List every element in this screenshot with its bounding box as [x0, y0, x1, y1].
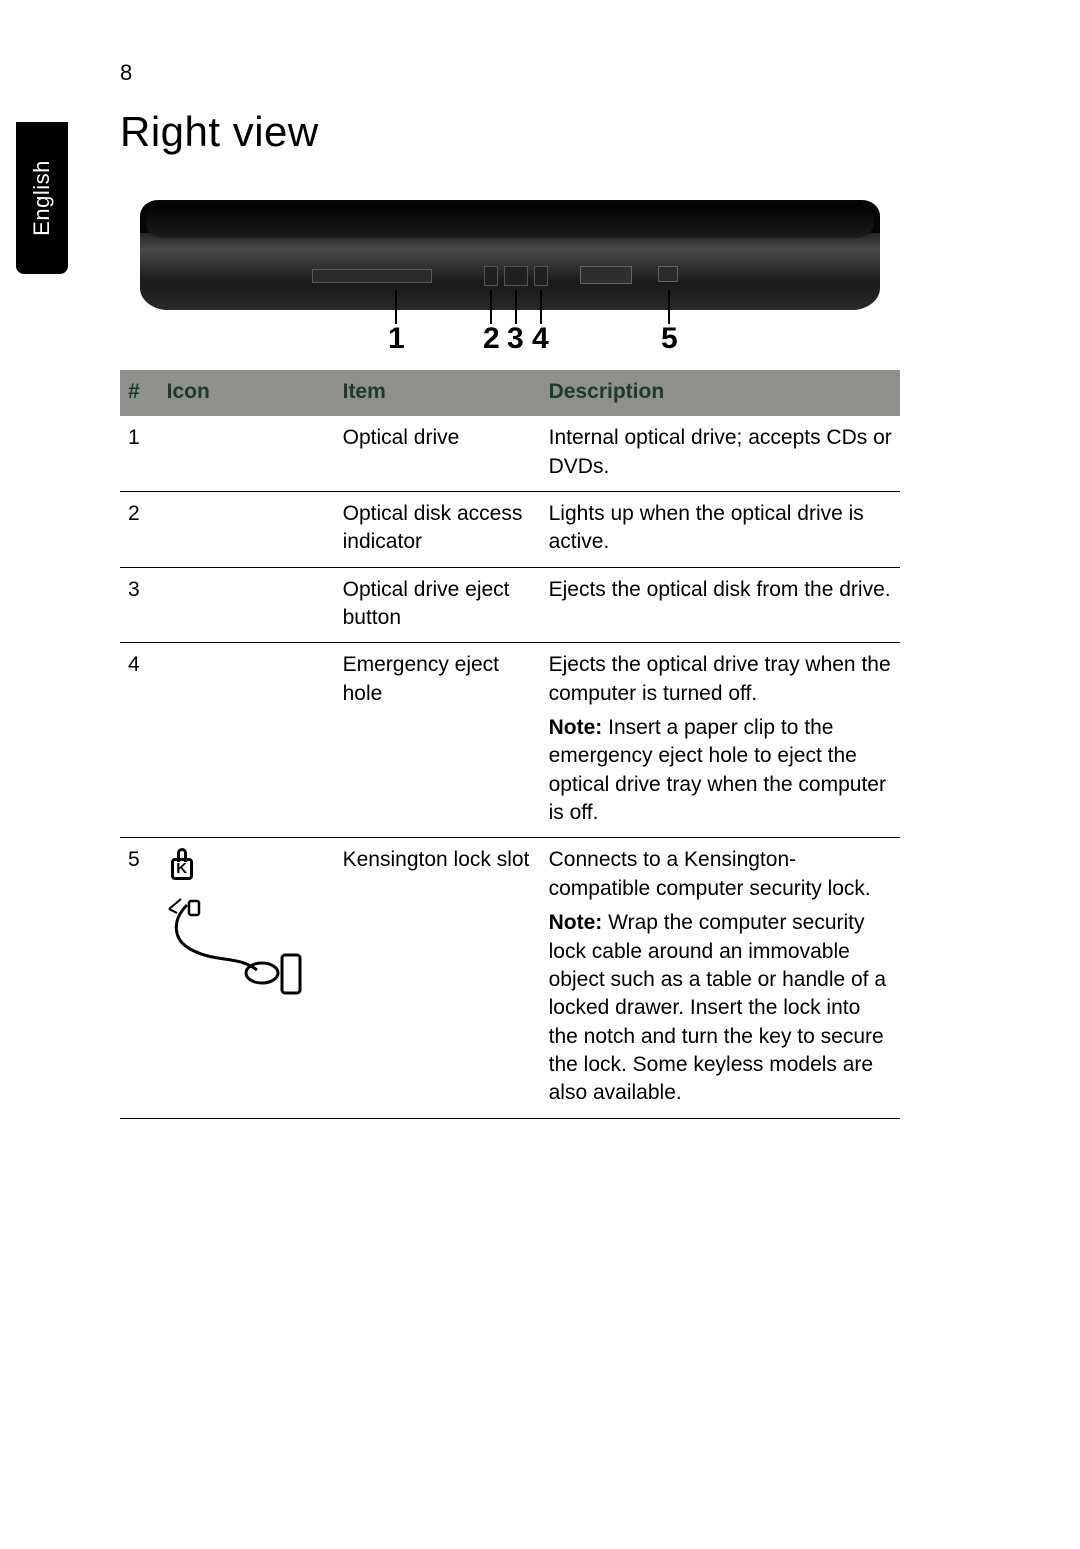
kensington-slot-icon	[658, 266, 678, 282]
row-desc-text: Ejects the optical drive tray when the c…	[549, 653, 891, 704]
row-icon	[159, 416, 335, 491]
callout-line	[395, 290, 397, 324]
note-text: Wrap the computer security lock cable ar…	[549, 911, 886, 1104]
row-desc: Ejects the optical drive tray when the c…	[541, 643, 900, 838]
indicator-icon	[484, 266, 498, 286]
table-row: 5 K Kensington lock slot Connects	[120, 838, 900, 1118]
row-item: Optical disk access indicator	[335, 492, 541, 568]
note-label: Note:	[549, 911, 603, 934]
row-desc-text: Connects to a Kensington-compatible comp…	[549, 848, 871, 899]
eject-hole-icon	[534, 266, 548, 286]
callout-number: 1	[388, 322, 405, 356]
row-icon: K	[159, 838, 335, 1118]
row-num: 1	[120, 416, 159, 491]
optical-drive-icon	[312, 269, 432, 283]
row-item: Kensington lock slot	[335, 838, 541, 1118]
table-row: 4 Emergency eject hole Ejects the optica…	[120, 643, 900, 838]
col-header-item: Item	[335, 370, 541, 416]
callout-line	[490, 290, 492, 324]
lock-cable-diagram-icon	[167, 895, 327, 1005]
language-tab: English	[16, 122, 68, 274]
col-header-desc: Description	[541, 370, 900, 416]
section-heading: Right view	[120, 108, 319, 156]
laptop-side-illustration	[140, 200, 880, 310]
table-header-row: # Icon Item Description	[120, 370, 900, 416]
row-icon	[159, 567, 335, 643]
row-icon	[159, 643, 335, 838]
callout-number: 2	[483, 322, 500, 356]
row-desc: Ejects the optical disk from the drive.	[541, 567, 900, 643]
laptop-lid	[146, 204, 874, 238]
row-num: 4	[120, 643, 159, 838]
table-row: 3 Optical drive eject button Ejects the …	[120, 567, 900, 643]
row-num: 3	[120, 567, 159, 643]
row-item: Optical drive	[335, 416, 541, 491]
row-item: Emergency eject hole	[335, 643, 541, 838]
kensington-lock-icon: K	[167, 846, 197, 880]
row-note: Note: Insert a paper clip to the emergen…	[549, 714, 892, 827]
table-row: 1 Optical drive Internal optical drive; …	[120, 416, 900, 491]
manual-page: English 8 Right view 1 2 3 4 5 # Icon It	[0, 0, 1080, 1549]
col-header-num: #	[120, 370, 159, 416]
callout-number: 4	[532, 322, 549, 356]
row-desc: Lights up when the optical drive is acti…	[541, 492, 900, 568]
components-table: # Icon Item Description 1 Optical drive …	[120, 370, 900, 1119]
row-icon	[159, 492, 335, 568]
callout-number: 5	[661, 322, 678, 356]
language-label: English	[29, 160, 55, 236]
callout-number: 3	[507, 322, 524, 356]
page-number: 8	[120, 60, 132, 86]
row-note: Note: Wrap the computer security lock ca…	[549, 909, 892, 1107]
row-desc: Internal optical drive; accepts CDs or D…	[541, 416, 900, 491]
row-desc: Connects to a Kensington-compatible comp…	[541, 838, 900, 1118]
drive-label-icon	[580, 266, 632, 284]
table-row: 2 Optical disk access indicator Lights u…	[120, 492, 900, 568]
eject-button-icon	[504, 266, 528, 286]
row-item: Optical drive eject button	[335, 567, 541, 643]
row-num: 5	[120, 838, 159, 1118]
col-header-icon: Icon	[159, 370, 335, 416]
callout-line	[515, 290, 517, 324]
callout-line	[540, 290, 542, 324]
row-num: 2	[120, 492, 159, 568]
note-label: Note:	[549, 716, 603, 739]
right-view-figure: 1 2 3 4 5	[140, 190, 880, 350]
callout-line	[668, 290, 670, 324]
